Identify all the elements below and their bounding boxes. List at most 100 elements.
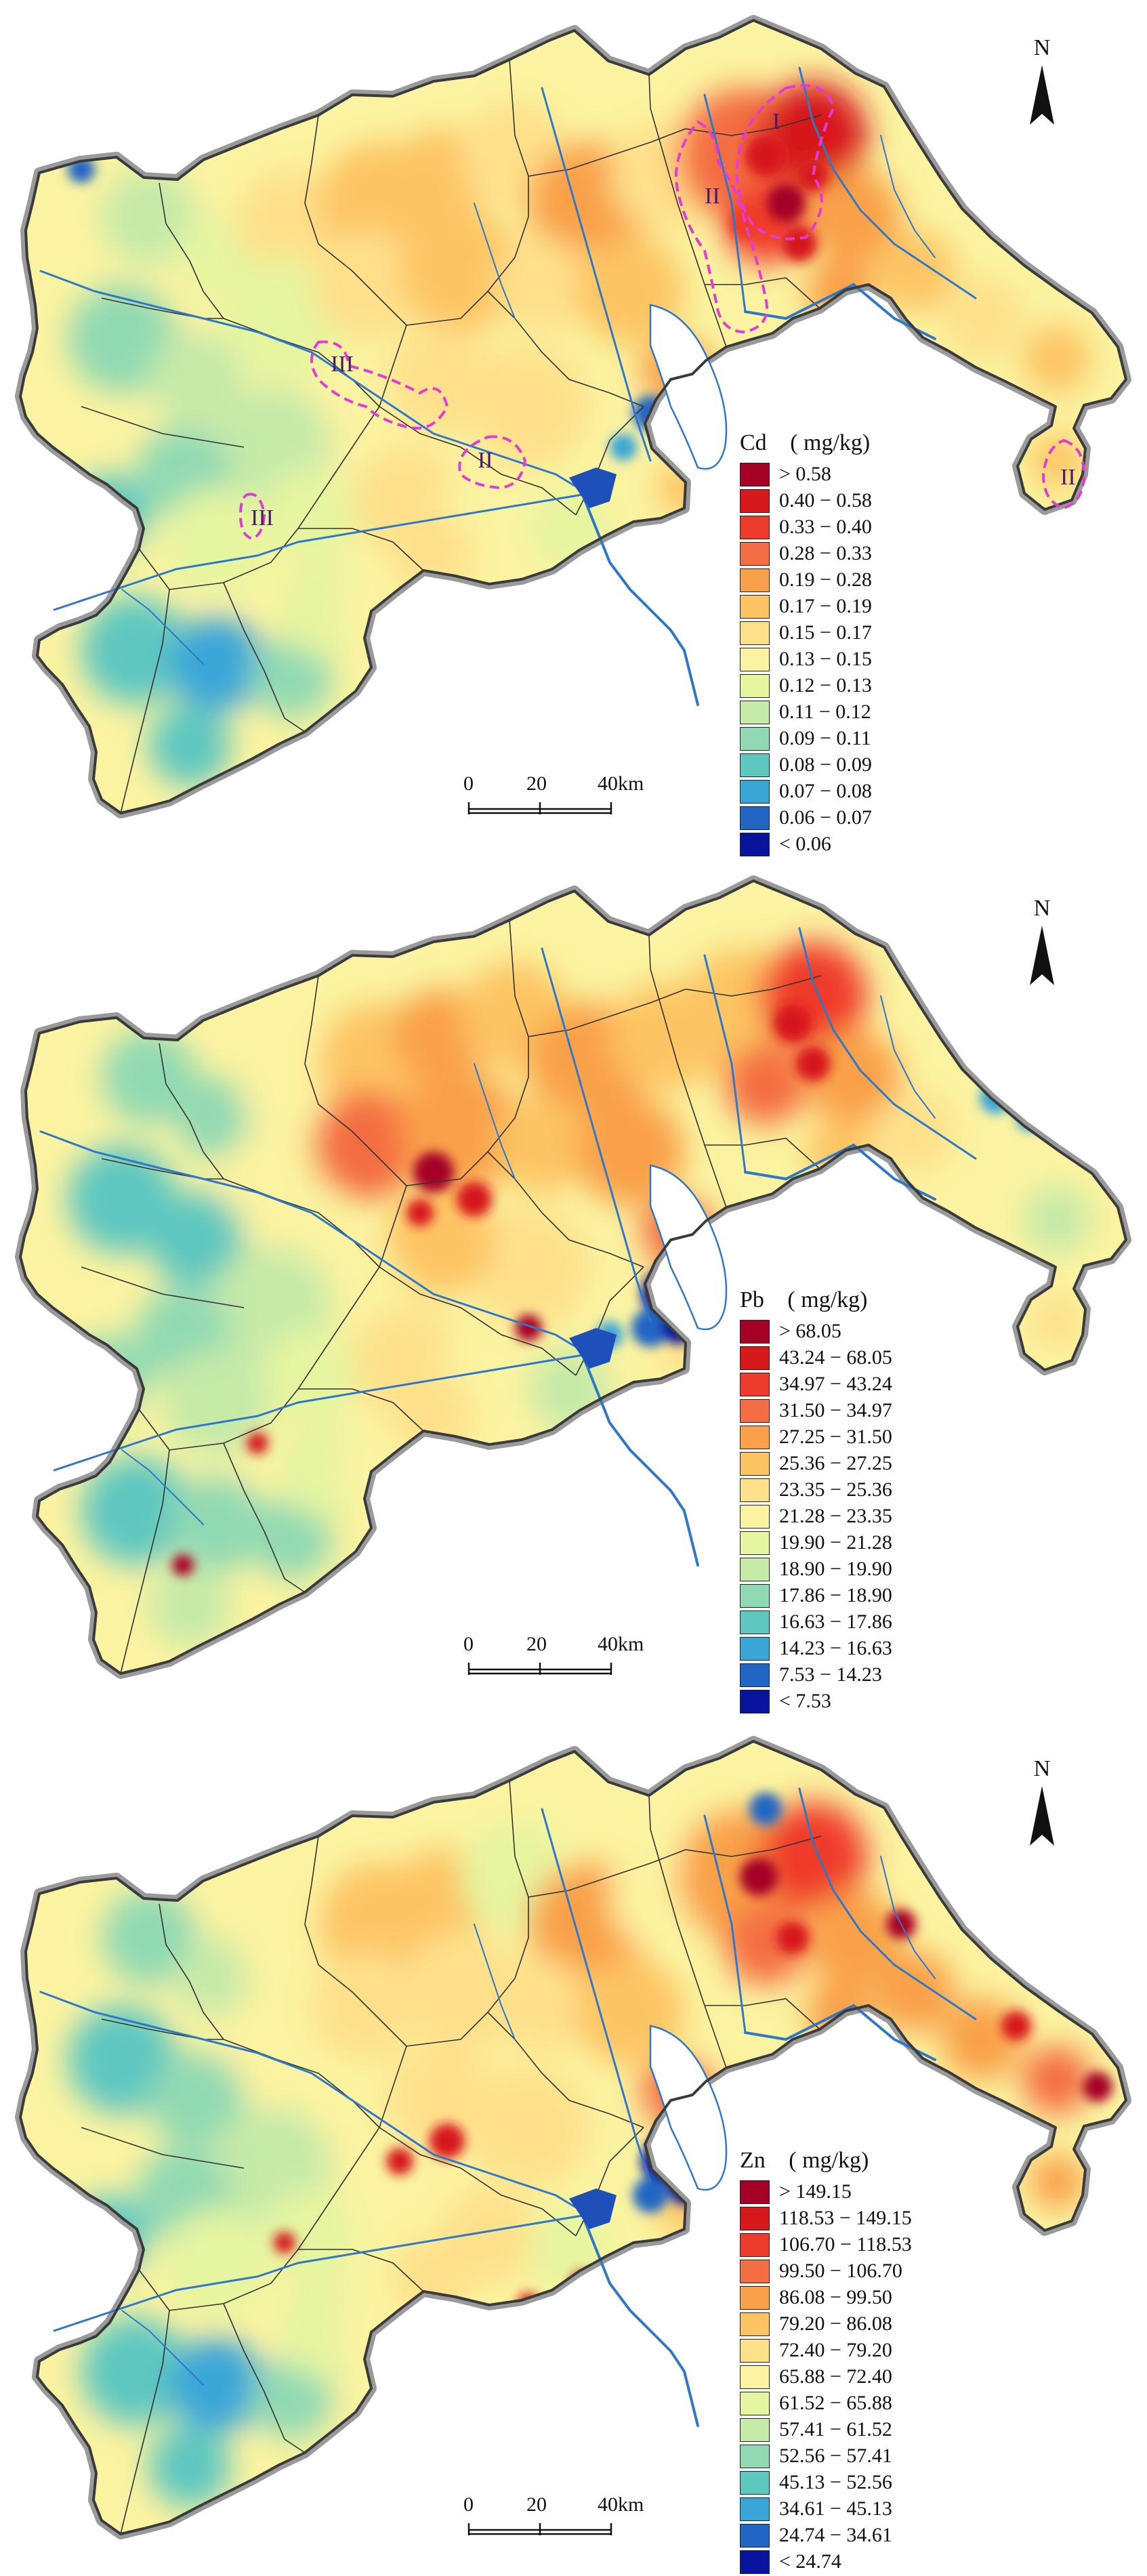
surface-patch [759,1802,867,1911]
district-boundary [705,277,820,309]
legend-label: 0.19 − 0.28 [779,568,872,591]
legend-label: 65.88 − 72.40 [779,2365,892,2388]
river [541,947,652,1323]
legend-swatch [740,2338,770,2363]
legend-unit: ( mg/kg) [790,430,871,455]
bay-water [649,2024,728,2191]
legend-label: 0.13 − 0.15 [779,648,872,670]
hotspot-zone-label: II [705,184,720,209]
legend-swatch [740,1451,770,1476]
river [474,1063,516,1180]
surface-patch [467,346,589,468]
district-boundary [159,1043,224,1180]
zn-map [15,1736,1131,2539]
hotspot-patch [776,1921,809,1954]
hotspot-zone-label: I [772,109,780,134]
legend-swatch [740,2232,770,2257]
river [474,1924,516,2040]
surface-patch [149,332,244,427]
surface-patch [495,1098,589,1192]
hotspot-zone [310,340,449,430]
district-boundary [81,406,245,448]
legend-label: > 149.15 [779,2180,852,2203]
legend-item: 106.70 − 118.53 [740,2232,912,2258]
concentration-surface [20,881,1126,1674]
legend-swatch [740,2391,770,2415]
legend-item: 45.13 − 52.56 [740,2470,892,2495]
surface-patch [169,2338,264,2432]
district-boundary [379,2045,407,2128]
legend-item: 0.13 − 0.15 [740,646,872,672]
legend-item: 25.36 − 27.25 [740,1451,892,1476]
surface-patch [102,1890,196,1985]
legend-title: Zn ( mg/kg) [740,2148,869,2174]
legend-label: 106.70 − 118.53 [779,2233,912,2256]
legend-item: 72.40 − 79.20 [740,2338,892,2363]
river [121,2310,204,2386]
surface-patch [759,81,867,190]
river [880,995,936,1119]
legend-swatch [740,541,770,566]
legend-swatch [740,1663,770,1687]
surface-patch [942,1138,1023,1220]
legend-swatch [740,1398,770,1423]
legend-item: 34.97 − 43.24 [740,1371,892,1397]
legend-element: Zn [740,2148,766,2173]
legend-title: Pb ( mg/kg) [740,1287,867,1313]
surface-patch [1030,2155,1084,2209]
hotspot-zone [458,435,527,490]
district-boundary [101,1158,224,1180]
district-boundary [379,1266,577,1376]
hotspot-patch [610,434,637,461]
scale-tick-label: 20 [526,772,547,795]
legend-label: 25.36 − 27.25 [779,1452,892,1474]
surface-patch [806,1890,901,1985]
hotspot-patch [745,136,786,176]
district-boundary [223,582,306,732]
legend-label: 34.61 − 45.13 [779,2497,892,2520]
concentration-surface [20,20,1126,813]
river [703,1814,747,2034]
legend-label: 0.08 − 0.09 [779,753,872,776]
legend-item: 0.40 − 0.58 [740,488,872,514]
surface-patch [1023,2046,1091,2114]
surface-patch [942,278,1023,359]
river [121,589,204,665]
legend-label: 0.06 − 0.07 [779,806,872,829]
district-boundary [304,1835,407,2047]
legend-swatch [740,779,770,804]
legend-label: 0.11 − 0.12 [779,701,871,723]
surface-patch [68,2006,176,2114]
district-boundary [298,1388,424,1432]
hotspot-patch [515,1314,542,1342]
hotspot-zone [1041,438,1086,510]
district-boundary [298,528,424,571]
legend-swatch [740,2444,770,2468]
legend-label: 7.53 − 14.23 [779,1663,882,1686]
legend-item: 86.08 − 99.50 [740,2285,892,2310]
river [744,283,936,340]
surface-patch [169,617,264,711]
legend-swatch [740,621,770,645]
legend-label: 0.09 − 0.11 [779,727,871,749]
district-boundary [138,406,380,590]
surface-patch [68,285,176,393]
legend-item: < 24.74 [740,2549,841,2575]
legend-item: 0.07 − 0.08 [740,778,872,804]
surface-patch [176,1938,257,2019]
legend-item: 118.53 − 149.15 [740,2205,912,2231]
legend-item: 43.24 − 68.05 [740,1345,892,1371]
district-boundary [81,1266,245,1308]
legend-swatch [740,2180,770,2204]
surface-patch [237,1890,346,1999]
legend-item: < 0.06 [740,831,831,857]
north-arrow-icon [1030,1786,1054,1846]
surface-patch [169,1477,264,1572]
legend-label: 61.52 − 65.88 [779,2392,892,2414]
district-boundary [304,115,407,326]
scale-tick-label: 40km [598,1633,644,1655]
river [39,1130,591,1356]
legend-label: 57.41 − 61.52 [779,2418,892,2440]
legend-item: 24.74 − 34.61 [740,2522,892,2548]
legend-item: 65.88 − 72.40 [740,2364,892,2390]
